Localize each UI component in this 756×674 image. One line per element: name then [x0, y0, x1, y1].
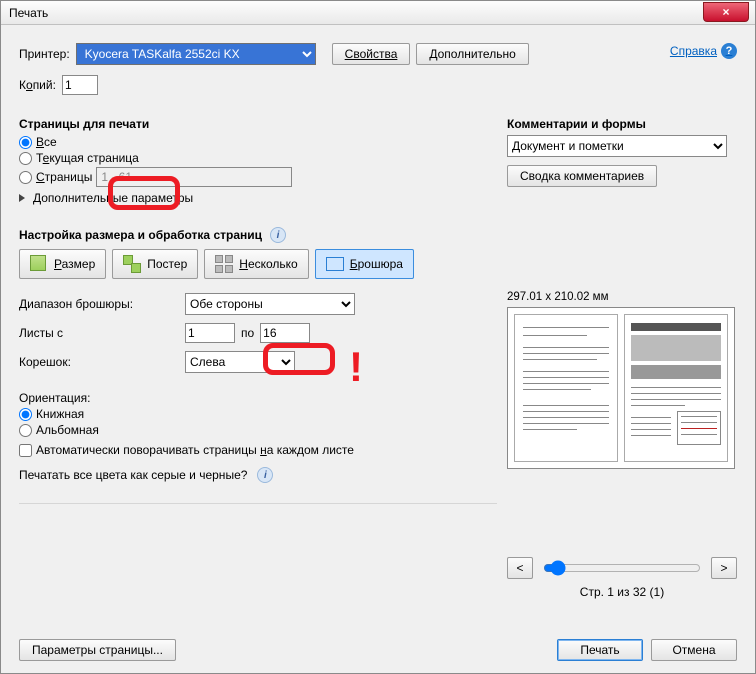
radio-portrait-row: Книжная: [19, 407, 497, 421]
printer-label: Принтер:: [19, 47, 70, 61]
copies-label: Копий:: [19, 78, 56, 92]
sizing-head-row: Настройка размера и обработка страниц i: [19, 227, 497, 243]
radio-current-row: Текущая страница: [19, 151, 497, 165]
preview-dimensions: 297.01 x 210.02 мм: [507, 291, 737, 303]
autorotate-checkbox[interactable]: [19, 444, 32, 457]
sheets-to-label: по: [241, 326, 254, 340]
radio-landscape-row: Альбомная: [19, 423, 497, 437]
window-title: Печать: [9, 6, 48, 20]
orientation-head: Ориентация:: [19, 391, 497, 405]
cancel-button[interactable]: Отмена: [651, 639, 737, 661]
radio-portrait[interactable]: [19, 408, 32, 421]
size-icon: [30, 255, 48, 273]
dialog-body: Справка ? Принтер: Kyocera TASKalfa 2552…: [1, 25, 755, 673]
autorotate-row: Автоматически поворачивать страницы на к…: [19, 443, 497, 457]
multiple-icon: [215, 255, 233, 273]
info-icon[interactable]: i: [270, 227, 286, 243]
spine-row: Корешок: Слева: [19, 351, 497, 373]
radio-pages-label: Страницы: [36, 170, 92, 184]
more-params-toggle[interactable]: Дополнительные параметры: [19, 191, 497, 205]
close-icon: ×: [722, 5, 729, 19]
left-column: Страницы для печати Все Текущая страница…: [19, 111, 497, 599]
autorotate-label: Автоматически поворачивать страницы на к…: [36, 443, 354, 457]
help-icon: ?: [721, 43, 737, 59]
comments-forms-select[interactable]: Документ и пометки: [507, 135, 727, 157]
radio-pages[interactable]: [19, 171, 32, 184]
copies-row: Копий:: [19, 75, 737, 95]
chevron-right-icon: [19, 194, 25, 202]
page-indicator: Стр. 1 из 32 (1): [507, 585, 737, 599]
sheets-from-label: Листы с: [19, 326, 179, 340]
summarize-comments-button[interactable]: Сводка комментариев: [507, 165, 657, 187]
preview-slider[interactable]: [543, 560, 701, 576]
gray-question: Печатать все цвета как серые и черные?: [19, 468, 247, 482]
booklet-range-label: Диапазон брошюры:: [19, 297, 179, 311]
titlebar: Печать ×: [1, 1, 755, 25]
radio-current[interactable]: [19, 152, 32, 165]
tab-size[interactable]: Размер: [19, 249, 106, 279]
printer-advanced-button[interactable]: Дополнительно: [416, 43, 528, 65]
orientation-block: Ориентация: Книжная Альбомная Автоматиче…: [19, 391, 497, 483]
poster-icon: [123, 255, 141, 273]
help-label: Справка: [670, 44, 717, 58]
divider: [19, 503, 497, 504]
sizing-tabs: Размер Постер Несколько Брошюра: [19, 249, 497, 279]
more-params-label: Дополнительные параметры: [33, 191, 193, 205]
tab-poster[interactable]: Постер: [112, 249, 198, 279]
preview-page-left: [514, 314, 618, 462]
print-dialog-shell: Печать × Справка ? Принтер: Kyocera TASK…: [0, 0, 756, 674]
preview-next-button[interactable]: >: [711, 557, 737, 579]
sheets-from-input[interactable]: [185, 323, 235, 343]
spine-select[interactable]: Слева: [185, 351, 295, 373]
preview-prev-button[interactable]: <: [507, 557, 533, 579]
info-icon[interactable]: i: [257, 467, 273, 483]
radio-current-label: Текущая страница: [36, 151, 139, 165]
right-column: Комментарии и формы Документ и пометки С…: [507, 111, 737, 599]
footer: Параметры страницы... Печать Отмена: [19, 639, 737, 661]
spine-label: Корешок:: [19, 355, 179, 369]
booklet-range-row: Диапазон брошюры: Обе стороны: [19, 293, 497, 315]
printer-select[interactable]: Kyocera TASKalfa 2552ci KX: [76, 43, 316, 65]
radio-all-label: Все: [36, 135, 57, 149]
tab-booklet[interactable]: Брошюра: [315, 249, 414, 279]
radio-all[interactable]: [19, 136, 32, 149]
comments-head: Комментарии и формы: [507, 117, 737, 131]
booklet-range-select[interactable]: Обе стороны: [185, 293, 355, 315]
pages-range-input[interactable]: [96, 167, 292, 187]
gray-row: Печатать все цвета как серые и черные? i: [19, 467, 497, 483]
radio-portrait-label: Книжная: [36, 407, 84, 421]
copies-input[interactable]: [62, 75, 98, 95]
pages-head: Страницы для печати: [19, 117, 497, 131]
tab-multiple[interactable]: Несколько: [204, 249, 308, 279]
page-setup-button[interactable]: Параметры страницы...: [19, 639, 176, 661]
booklet-icon: [326, 257, 344, 271]
radio-pages-row: Страницы: [19, 167, 497, 187]
close-button[interactable]: ×: [703, 2, 749, 22]
preview-nav: < >: [507, 557, 737, 579]
print-preview: [507, 307, 735, 469]
printer-row: Принтер: Kyocera TASKalfa 2552ci KX Свой…: [19, 43, 737, 65]
help-link[interactable]: Справка ?: [670, 43, 737, 59]
radio-landscape[interactable]: [19, 424, 32, 437]
sheets-row: Листы с по: [19, 323, 497, 343]
print-button[interactable]: Печать: [557, 639, 643, 661]
sheets-to-input[interactable]: [260, 323, 310, 343]
sizing-head: Настройка размера и обработка страниц: [19, 228, 262, 242]
radio-landscape-label: Альбомная: [36, 423, 99, 437]
radio-all-row: Все: [19, 135, 497, 149]
printer-properties-button[interactable]: Свойства: [332, 43, 411, 65]
preview-page-right: [624, 314, 728, 462]
